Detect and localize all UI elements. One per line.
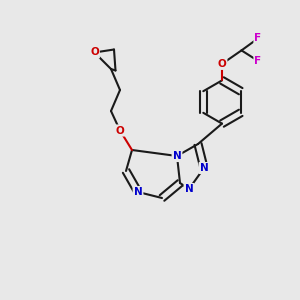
Text: O: O: [116, 125, 124, 136]
Text: O: O: [90, 47, 99, 58]
Text: F: F: [254, 56, 262, 66]
Text: F: F: [254, 33, 262, 43]
Text: N: N: [134, 187, 142, 197]
Text: N: N: [200, 163, 208, 173]
Text: O: O: [218, 59, 226, 69]
Text: N: N: [184, 184, 194, 194]
Text: N: N: [172, 151, 182, 161]
